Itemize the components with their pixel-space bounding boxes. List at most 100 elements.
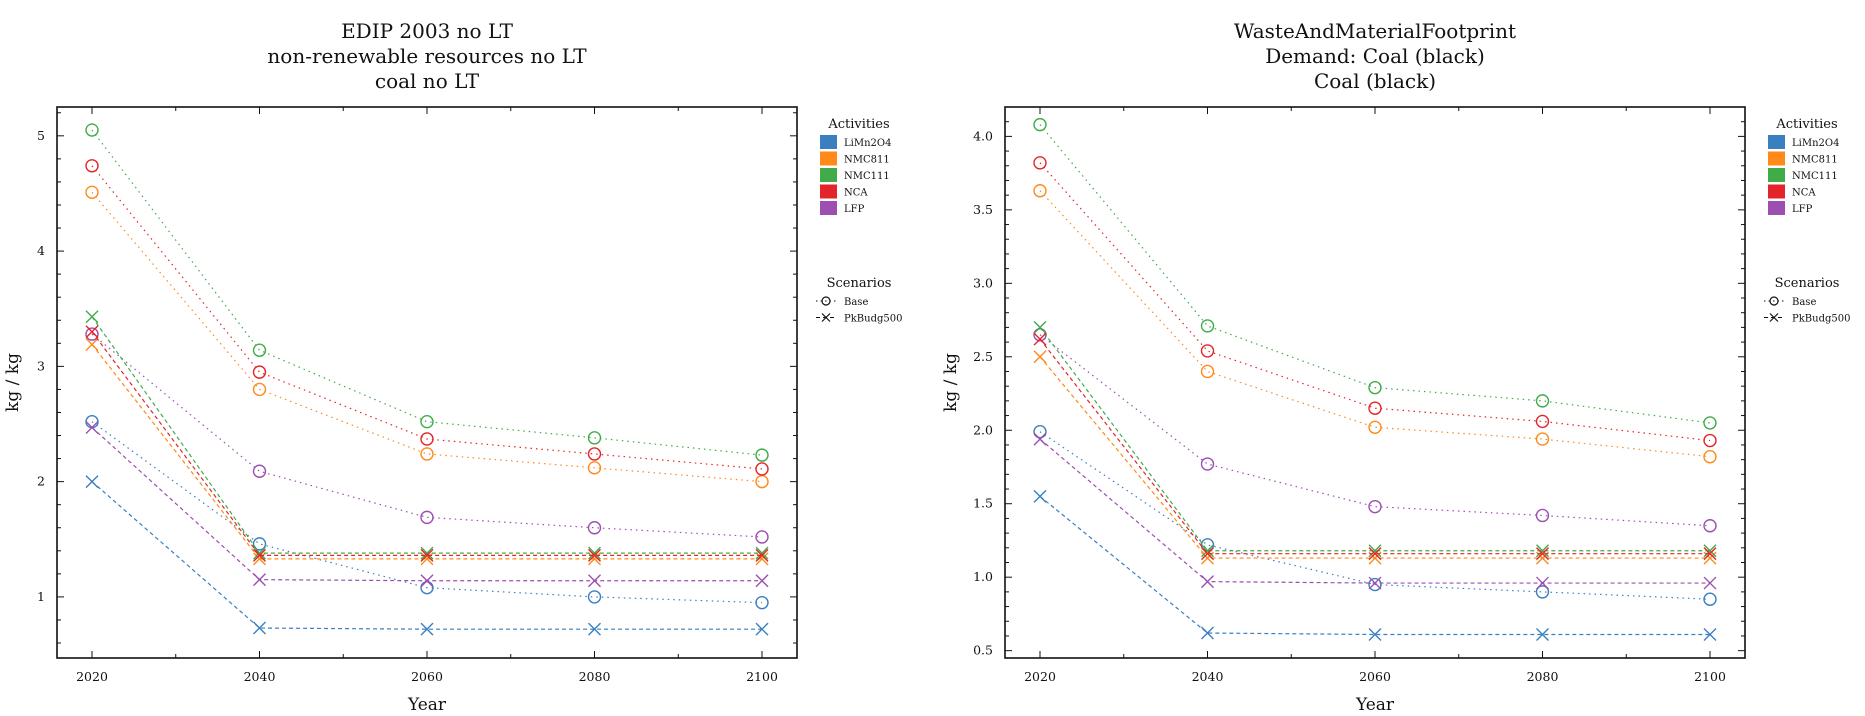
legend-swatch — [1768, 168, 1785, 182]
series-line-nca-base — [91, 165, 763, 470]
series-line-nmc111-pkbudg500 — [91, 316, 762, 554]
legend-swatch — [820, 201, 837, 215]
legend-swatch — [1768, 184, 1785, 199]
data-point-circle — [1368, 380, 1382, 395]
x-tick-label: 2060 — [1359, 669, 1391, 684]
chart-title-line: Coal (black) — [1314, 69, 1436, 93]
legend-activity-label: LiMn2O4 — [1792, 138, 1839, 149]
y-tick-label: 1 — [37, 589, 45, 604]
x-tick-label: 2100 — [746, 669, 778, 684]
plot-frame — [1004, 106, 1746, 659]
legend-activity-label: NMC811 — [844, 155, 890, 166]
data-point-cross — [1033, 432, 1047, 446]
legend-swatch — [820, 151, 837, 166]
data-point-cross — [1536, 547, 1549, 561]
data-point-cross — [755, 548, 769, 562]
data-point-cross — [85, 325, 99, 339]
chart-title-line: Demand: Coal (black) — [1265, 44, 1485, 68]
data-point-circle — [1535, 508, 1550, 523]
data-point-circle — [1368, 577, 1382, 592]
data-point-circle — [1703, 433, 1717, 448]
data-point-circle — [1033, 425, 1047, 439]
data-point-circle — [420, 447, 434, 461]
legend-scenario-label: PkBudg500 — [1792, 314, 1850, 325]
series-line-nca-base — [1039, 162, 1711, 442]
data-point-cross — [1033, 332, 1047, 346]
y-tick-label: 4.0 — [973, 128, 993, 143]
data-point-circle — [420, 414, 434, 429]
data-point-cross — [1201, 575, 1214, 589]
y-axis-label: kg / kg — [941, 353, 961, 412]
x-tick-label: 2040 — [1192, 669, 1224, 684]
legend: Activities LiMn2O4 NMC811 NMC111 NCA LFP Scena… — [1764, 117, 1850, 325]
data-point-cross — [420, 546, 434, 560]
data-point-cross — [588, 548, 601, 562]
data-point-circle — [1535, 585, 1550, 599]
chart-title-line: EDIP 2003 no LT — [341, 19, 514, 43]
data-point-cross — [1536, 576, 1549, 590]
legend-activity-label: LiMn2O4 — [844, 138, 891, 149]
data-point-cross — [1703, 627, 1717, 641]
data-point-cross — [1368, 627, 1382, 641]
series-line-lfp-pkbudg500 — [91, 427, 762, 582]
series-line-nmc811-base — [91, 191, 763, 483]
legend-scenario-label: Base — [844, 297, 868, 308]
data-point-cross — [588, 574, 601, 588]
data-point-circle — [85, 123, 99, 137]
data-point-circle — [1368, 499, 1382, 514]
data-point-cross — [1033, 489, 1047, 503]
data-point-circle — [85, 185, 99, 200]
x-tick-label: 2080 — [579, 669, 611, 684]
data-point-cross — [588, 622, 601, 636]
data-point-cross — [1536, 627, 1549, 641]
legend-activity-label: NMC111 — [844, 171, 890, 182]
data-point-cross — [1368, 544, 1382, 558]
data-point-circle — [1368, 420, 1382, 435]
data-point-cross — [755, 622, 769, 636]
y-tick-label: 3.0 — [973, 275, 993, 290]
data-point-circle — [1535, 432, 1550, 446]
data-point-circle — [1535, 414, 1550, 429]
legend-scenario-label: PkBudg500 — [844, 314, 902, 325]
data-point-cross — [1033, 350, 1047, 364]
plot-frame — [56, 106, 798, 659]
legend: Activities LiMn2O4 NMC811 NMC111 NCA LFP Scena… — [816, 117, 902, 325]
y-tick-label: 2.0 — [973, 422, 993, 437]
y-axis-label: kg / kg — [3, 353, 23, 412]
data-point-cross — [253, 548, 266, 562]
legend-swatch — [1768, 135, 1785, 149]
data-point-circle — [587, 590, 602, 604]
data-point-cross — [1033, 320, 1047, 334]
data-point-circle — [252, 464, 267, 478]
data-point-cross — [420, 574, 434, 588]
data-point-circle — [85, 159, 99, 173]
data-point-cross — [1201, 544, 1214, 558]
series-line-nca-pkbudg500 — [1039, 338, 1710, 555]
data-point-circle — [85, 327, 99, 341]
data-point-cross — [1703, 576, 1717, 590]
data-point-circle — [755, 530, 769, 544]
x-tick-label: 2020 — [76, 669, 108, 684]
data-point-cross — [253, 621, 266, 635]
series-line-nca-pkbudg500 — [91, 331, 762, 557]
legend-swatch — [1768, 151, 1785, 166]
legend-activity-label: LFP — [1792, 204, 1813, 215]
y-tick-label: 1.0 — [973, 569, 993, 584]
x-tick-label: 2020 — [1024, 669, 1056, 684]
data-point-circle — [587, 521, 602, 535]
data-point-circle — [1200, 364, 1215, 379]
data-point-circle — [1368, 401, 1382, 415]
data-point-circle — [1535, 394, 1550, 408]
data-point-cross — [588, 546, 601, 560]
y-tick-label: 0.5 — [973, 643, 993, 658]
data-point-circle — [1033, 156, 1047, 170]
data-point-circle — [1033, 117, 1047, 132]
data-point-cross — [85, 475, 99, 489]
data-point-cross — [1368, 547, 1382, 561]
data-point-circle — [252, 343, 267, 357]
legend-swatch — [820, 168, 837, 182]
x-tick-label: 2040 — [244, 669, 276, 684]
legend-activity-label: NMC811 — [1792, 155, 1838, 166]
